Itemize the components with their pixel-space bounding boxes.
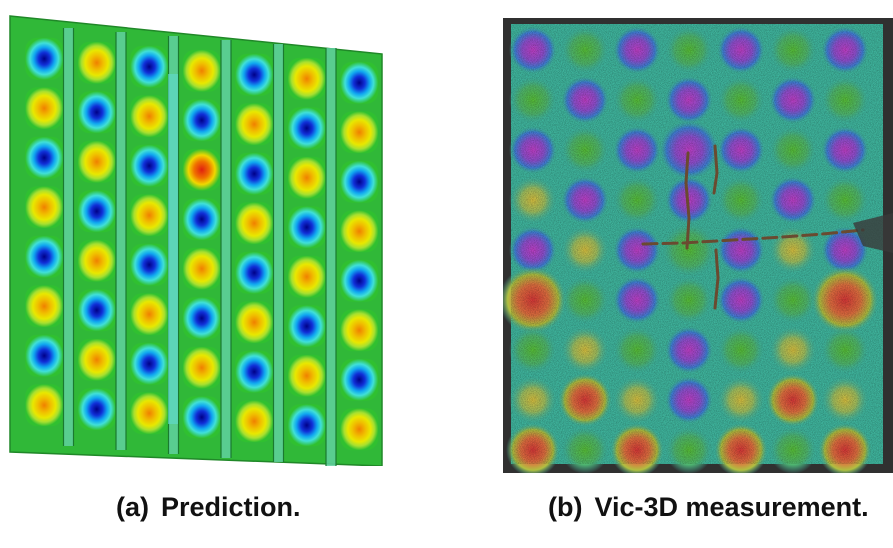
mode-half-wave: [287, 57, 326, 100]
mode-half-wave: [287, 107, 326, 150]
mode-half-wave: [235, 152, 274, 195]
mode-half-wave: [182, 148, 221, 191]
mode-half-wave: [25, 186, 64, 229]
stiffener: [326, 48, 336, 466]
mode-half-wave: [25, 136, 64, 179]
mode-half-wave: [182, 346, 221, 389]
mode-half-wave: [25, 285, 64, 328]
mode-half-wave: [130, 194, 169, 237]
mode-half-wave: [235, 400, 274, 443]
mode-half-wave: [340, 408, 379, 451]
prediction-panel-body: [9, 15, 383, 466]
mode-half-wave: [77, 338, 116, 381]
mode-half-wave: [235, 350, 274, 393]
mode-half-wave: [130, 342, 169, 385]
mode-half-wave: [182, 49, 221, 92]
fixture-clamp: [853, 213, 893, 253]
mode-half-wave: [235, 103, 274, 146]
mode-half-wave: [340, 160, 379, 203]
mode-half-wave: [77, 190, 116, 233]
prediction-contour-image: [0, 14, 400, 466]
vic3d-measurement-plot: [503, 18, 893, 473]
mode-half-wave: [77, 41, 116, 84]
mode-half-wave: [287, 255, 326, 298]
mode-half-wave: [235, 251, 274, 294]
mode-half-wave: [340, 210, 379, 253]
mode-half-wave: [77, 289, 116, 332]
mode-half-wave: [235, 301, 274, 344]
caption-text-a: Prediction.: [161, 492, 301, 522]
mode-half-wave: [340, 111, 379, 154]
mode-half-wave: [235, 53, 274, 96]
stiffener: [116, 32, 126, 450]
crack-vertical: [684, 151, 691, 250]
mode-half-wave: [287, 354, 326, 397]
caption-vic3d: (b) Vic-3D measurement.: [548, 492, 869, 523]
caption-tag-a: (a): [116, 492, 149, 522]
mode-half-wave: [25, 87, 64, 130]
stiffener: [273, 44, 284, 462]
mode-half-wave: [130, 293, 169, 336]
mode-half-wave: [340, 309, 379, 352]
mode-half-wave: [77, 91, 116, 134]
mode-half-wave: [77, 239, 116, 282]
crack-horizontal: [641, 228, 865, 246]
mode-half-wave: [287, 305, 326, 348]
stiffener: [221, 40, 231, 458]
mode-half-wave: [182, 396, 221, 439]
vic3d-panel-body: [503, 18, 893, 473]
mode-half-wave: [25, 334, 64, 377]
mode-half-wave: [287, 404, 326, 447]
mode-half-wave: [340, 358, 379, 401]
mode-half-wave: [77, 388, 116, 431]
mode-half-wave: [235, 202, 274, 245]
mode-half-wave: [287, 156, 326, 199]
crack-upper: [712, 144, 719, 195]
mode-half-wave: [130, 392, 169, 435]
mode-half-wave: [182, 198, 221, 241]
mode-half-wave: [25, 37, 64, 80]
prediction-contour-plot: [9, 15, 383, 466]
mode-half-wave: [130, 243, 169, 286]
mode-half-wave: [77, 140, 116, 183]
mode-half-wave: [340, 259, 379, 302]
mode-half-wave: [340, 61, 379, 104]
mode-half-wave: [182, 99, 221, 142]
caption-tag-b: (b): [548, 492, 583, 522]
mode-half-wave: [130, 45, 169, 88]
caption-prediction: (a) Prediction.: [116, 492, 301, 523]
mode-half-wave: [287, 206, 326, 249]
stiffener: [63, 28, 74, 446]
caption-text-b: Vic-3D measurement.: [594, 492, 869, 522]
mode-half-wave: [130, 95, 169, 138]
mode-half-wave: [25, 235, 64, 278]
mode-half-wave: [25, 384, 64, 427]
mode-half-wave: [130, 144, 169, 187]
mode-half-wave: [182, 297, 221, 340]
mode-half-wave: [182, 247, 221, 290]
crack-lower: [713, 248, 720, 310]
vic3d-measurement-image: [503, 18, 893, 473]
